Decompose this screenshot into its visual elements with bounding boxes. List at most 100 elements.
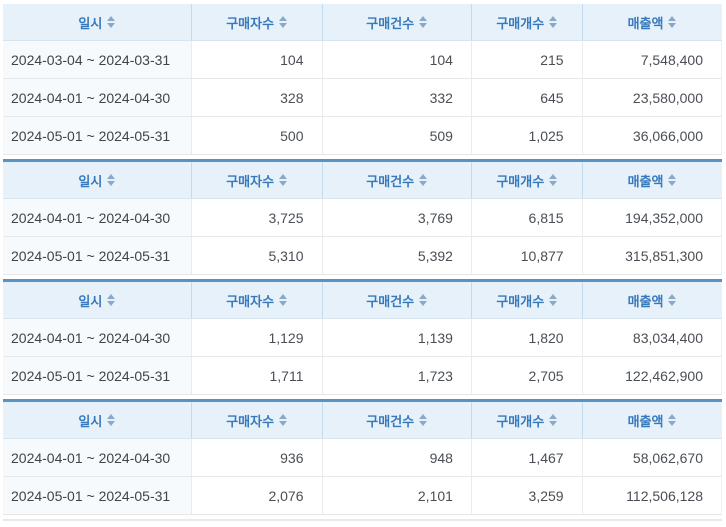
sort-updown-icon — [107, 16, 116, 28]
table-row: 2024-04-01 ~ 2024-04-30 328 332 645 23,5… — [3, 78, 723, 117]
column-header-label: 구매자수 — [226, 173, 275, 189]
column-header-date[interactable]: 일시 — [3, 280, 192, 319]
sort-updown-icon — [107, 414, 116, 426]
column-header-items[interactable]: 구매개수 — [470, 280, 583, 319]
buyers-count-cell: 104 — [191, 40, 323, 79]
items-count-cell: 1,467 — [471, 438, 583, 477]
date-range-cell: 2024-05-01 ~ 2024-05-31 — [3, 116, 192, 155]
column-header-label: 구매건수 — [366, 293, 415, 309]
table-row: 2024-05-01 ~ 2024-05-31 1,711 1,723 2,70… — [3, 356, 723, 395]
column-header-orders[interactable]: 구매건수 — [321, 4, 472, 41]
orders-count-cell: 2,101 — [322, 476, 472, 515]
sales-amount-cell: 315,851,300 — [582, 236, 723, 275]
orders-count-cell: 509 — [322, 116, 472, 155]
orders-count-cell: 332 — [322, 78, 472, 117]
column-header-date[interactable]: 일시 — [3, 4, 192, 41]
column-header-sales[interactable]: 매출액 — [581, 400, 722, 439]
column-header-label: 일시 — [78, 413, 103, 429]
sales-amount-cell: 7,548,400 — [582, 40, 723, 79]
orders-count-cell: 104 — [322, 40, 472, 79]
sort-updown-icon — [279, 414, 288, 426]
date-range-cell: 2024-05-01 ~ 2024-05-31 — [3, 236, 192, 275]
sort-updown-icon — [419, 414, 428, 426]
column-header-items[interactable]: 구매개수 — [470, 160, 583, 199]
sort-updown-icon — [279, 174, 288, 186]
buyers-count-cell: 2,076 — [191, 476, 323, 515]
column-header-label: 구매자수 — [226, 15, 275, 31]
column-header-orders[interactable]: 구매건수 — [321, 160, 472, 199]
column-header-buyers[interactable]: 구매자수 — [190, 400, 322, 439]
table-header-row: 일시 구매자수 구매건수 — [3, 400, 722, 439]
items-count-cell: 215 — [471, 40, 583, 79]
items-count-cell: 645 — [471, 78, 583, 117]
buyers-count-cell: 936 — [191, 438, 323, 477]
sales-amount-cell: 83,034,400 — [582, 318, 723, 357]
column-header-label: 구매건수 — [366, 15, 415, 31]
buyers-count-cell: 5,310 — [191, 236, 323, 275]
column-header-date[interactable]: 일시 — [3, 160, 192, 199]
column-header-items[interactable]: 구매개수 — [470, 400, 583, 439]
sort-updown-icon — [107, 294, 116, 306]
orders-count-cell: 5,392 — [322, 236, 472, 275]
date-range-cell: 2024-04-01 ~ 2024-04-30 — [3, 438, 192, 477]
column-header-items[interactable]: 구매개수 — [470, 4, 583, 41]
column-header-date[interactable]: 일시 — [3, 400, 192, 439]
sort-updown-icon — [668, 414, 677, 426]
sort-updown-icon — [668, 174, 677, 186]
column-header-label: 구매개수 — [496, 15, 545, 31]
bottom-divider — [3, 519, 722, 521]
orders-count-cell: 948 — [322, 438, 472, 477]
column-header-label: 구매건수 — [366, 173, 415, 189]
column-header-orders[interactable]: 구매건수 — [321, 280, 472, 319]
orders-count-cell: 3,769 — [322, 198, 472, 237]
column-header-sales[interactable]: 매출액 — [581, 160, 722, 199]
date-range-cell: 2024-03-04 ~ 2024-03-31 — [3, 40, 192, 79]
purchase-stats-table: 일시 구매자수 구매건수 — [3, 4, 723, 155]
column-header-sales[interactable]: 매출액 — [581, 4, 722, 41]
orders-count-cell: 1,723 — [322, 356, 472, 395]
column-header-label: 구매건수 — [366, 413, 415, 429]
orders-count-cell: 1,139 — [322, 318, 472, 357]
sort-updown-icon — [549, 16, 558, 28]
buyers-count-cell: 500 — [191, 116, 323, 155]
table-row: 2024-05-01 ~ 2024-05-31 500 509 1,025 36… — [3, 116, 723, 155]
date-range-cell: 2024-05-01 ~ 2024-05-31 — [3, 476, 192, 515]
table-row: 2024-04-01 ~ 2024-04-30 1,129 1,139 1,82… — [3, 318, 723, 357]
buyers-count-cell: 1,711 — [191, 356, 323, 395]
purchase-stats-table: 일시 구매자수 구매건수 — [3, 399, 723, 515]
sales-amount-cell: 36,066,000 — [582, 116, 723, 155]
date-range-cell: 2024-05-01 ~ 2024-05-31 — [3, 356, 192, 395]
buyers-count-cell: 1,129 — [191, 318, 323, 357]
column-header-label: 일시 — [78, 15, 103, 31]
sales-amount-cell: 58,062,670 — [582, 438, 723, 477]
column-header-label: 구매개수 — [496, 173, 545, 189]
date-range-cell: 2024-04-01 ~ 2024-04-30 — [3, 198, 192, 237]
sort-updown-icon — [549, 414, 558, 426]
date-range-cell: 2024-04-01 ~ 2024-04-30 — [3, 78, 192, 117]
column-header-buyers[interactable]: 구매자수 — [190, 4, 322, 41]
sort-updown-icon — [549, 294, 558, 306]
column-header-buyers[interactable]: 구매자수 — [190, 160, 322, 199]
sort-updown-icon — [549, 174, 558, 186]
items-count-cell: 2,705 — [471, 356, 583, 395]
column-header-orders[interactable]: 구매건수 — [321, 400, 472, 439]
date-range-cell: 2024-04-01 ~ 2024-04-30 — [3, 318, 192, 357]
items-count-cell: 3,259 — [471, 476, 583, 515]
purchase-stats-table: 일시 구매자수 구매건수 — [3, 159, 723, 275]
sales-amount-cell: 194,352,000 — [582, 198, 723, 237]
items-count-cell: 1,025 — [471, 116, 583, 155]
column-header-label: 구매개수 — [496, 293, 545, 309]
column-header-buyers[interactable]: 구매자수 — [190, 280, 322, 319]
sales-amount-cell: 122,462,900 — [582, 356, 723, 395]
sort-updown-icon — [668, 294, 677, 306]
table-row: 2024-04-01 ~ 2024-04-30 3,725 3,769 6,81… — [3, 198, 723, 237]
column-header-label: 일시 — [78, 173, 103, 189]
column-header-label: 일시 — [78, 293, 103, 309]
sales-amount-cell: 23,580,000 — [582, 78, 723, 117]
sort-updown-icon — [419, 16, 428, 28]
column-header-label: 매출액 — [627, 293, 664, 309]
table-row: 2024-04-01 ~ 2024-04-30 936 948 1,467 58… — [3, 438, 723, 477]
column-header-sales[interactable]: 매출액 — [581, 280, 722, 319]
column-header-label: 구매자수 — [226, 413, 275, 429]
